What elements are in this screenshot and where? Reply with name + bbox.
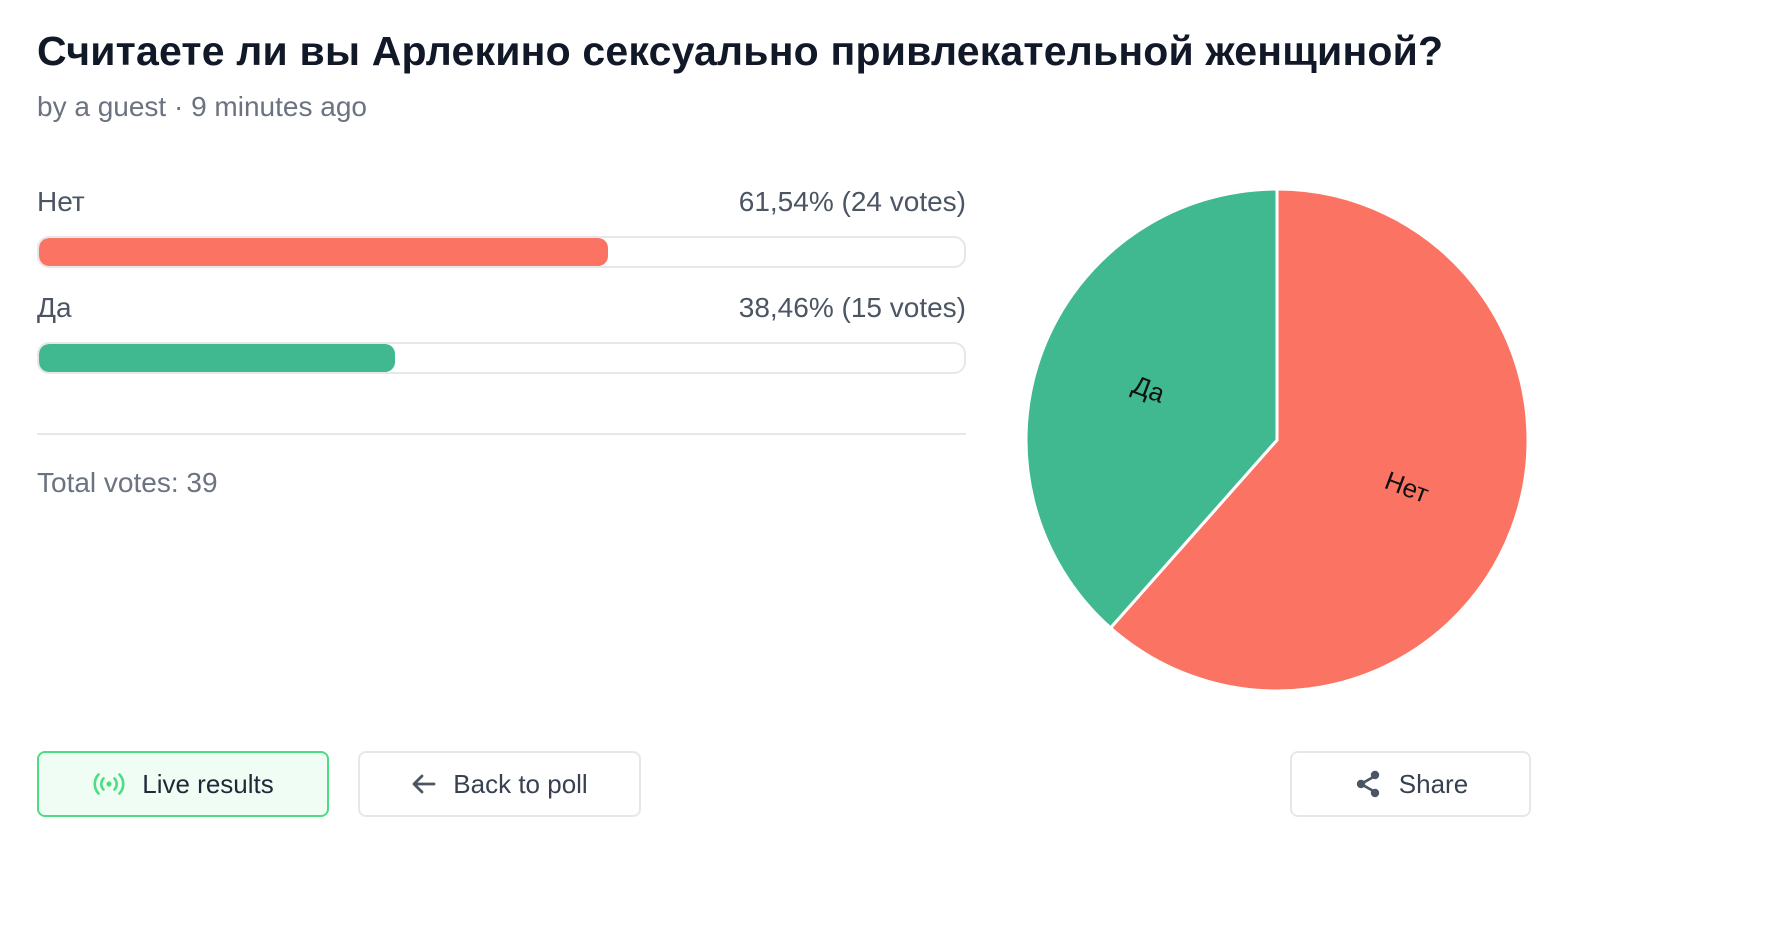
back-to-poll-label: Back to poll (453, 768, 588, 799)
divider (37, 433, 966, 435)
total-votes: Total votes: 39 (37, 467, 218, 498)
option-label: Да (37, 292, 72, 323)
option-bar-track (37, 342, 966, 374)
broadcast-icon (92, 772, 126, 796)
back-to-poll-button[interactable]: Back to poll (358, 751, 641, 817)
share-label: Share (1398, 768, 1469, 799)
arrow-left-icon (411, 773, 437, 795)
option-bar-fill (39, 344, 395, 372)
poll-byline: by a guest · 9 minutes ago (37, 91, 367, 122)
results-list: Нет 61,54% (24 votes) Да 38,46% (15 vote… (37, 186, 966, 398)
pie-slice (1109, 187, 1530, 693)
poll-title: Считаете ли вы Арлекино сексуально привл… (37, 28, 1444, 74)
live-results-label: Live results (142, 768, 274, 799)
option-stat: 38,46% (15 votes) (738, 292, 966, 323)
live-results-button[interactable]: Live results (37, 751, 329, 817)
option-label: Нет (37, 186, 85, 217)
result-option: Нет 61,54% (24 votes) (37, 186, 966, 292)
pie-slice (1024, 187, 1279, 630)
option-bar-fill (39, 238, 609, 266)
option-stat: 61,54% (24 votes) (738, 186, 966, 217)
option-bar-track (37, 236, 966, 268)
share-icon (1353, 769, 1383, 799)
result-option: Да 38,46% (15 votes) (37, 292, 966, 398)
share-button[interactable]: Share (1290, 751, 1531, 817)
